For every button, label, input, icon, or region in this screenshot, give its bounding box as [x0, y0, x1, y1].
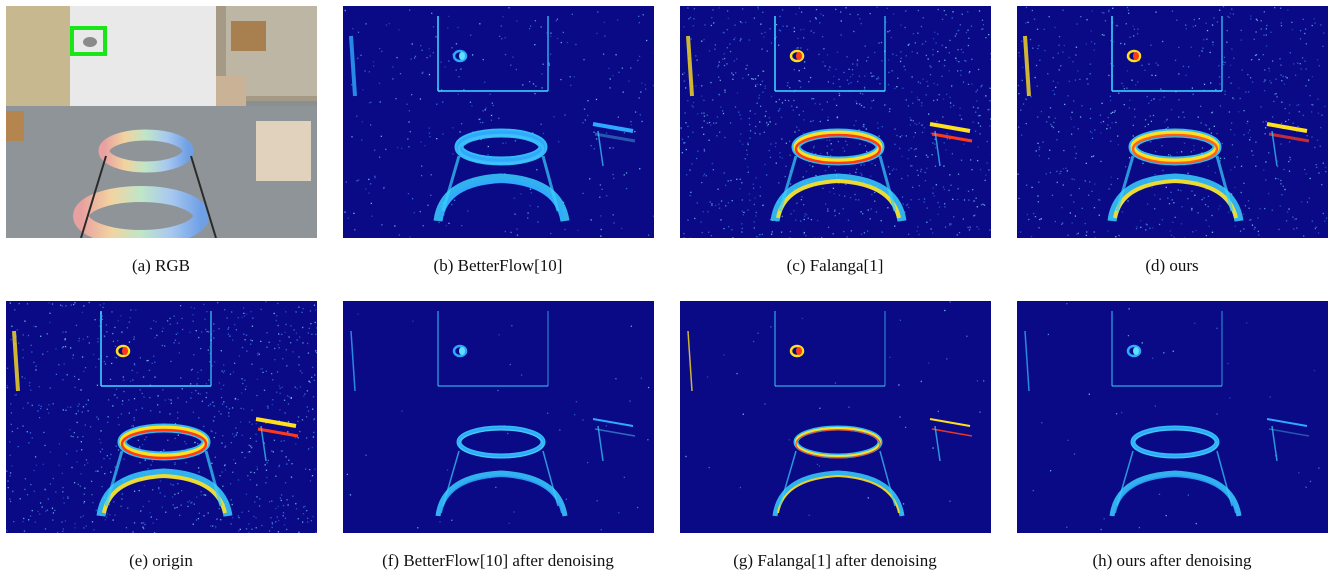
caption-d: (d) ours: [1145, 256, 1199, 275]
highlight-box: [70, 26, 107, 56]
event-image-falanga: [680, 6, 991, 238]
caption-f: (f) BetterFlow[10] after denoising: [382, 551, 614, 570]
event-image-ours: [1017, 6, 1328, 238]
event-image-origin: [6, 301, 317, 533]
caption-a: (a) RGB: [131, 256, 191, 275]
rgb-image: [6, 6, 317, 238]
panel-betterflow-denoised: [343, 301, 654, 533]
event-image-betterflow-denoised: [343, 301, 654, 533]
caption-c: (c) Falanga[1]: [786, 256, 884, 275]
panel-betterflow: [343, 6, 654, 238]
panel-ours-denoised: [1017, 301, 1328, 533]
caption-e: (e) origin: [129, 551, 193, 570]
event-image-betterflow: [343, 6, 654, 238]
event-image-falanga-denoised: [680, 301, 991, 533]
event-image-ours-denoised: [1017, 301, 1328, 533]
caption-g: (g) Falanga[1] after denoising: [733, 551, 937, 570]
panel-origin: [6, 301, 317, 533]
caption-b: (b) BetterFlow[10]: [433, 256, 563, 275]
panel-rgb: [6, 6, 317, 238]
panel-falanga-denoised: [680, 301, 991, 533]
caption-h: (h) ours after denoising: [1092, 551, 1252, 570]
panel-falanga: [680, 6, 991, 238]
panel-ours: [1017, 6, 1328, 238]
